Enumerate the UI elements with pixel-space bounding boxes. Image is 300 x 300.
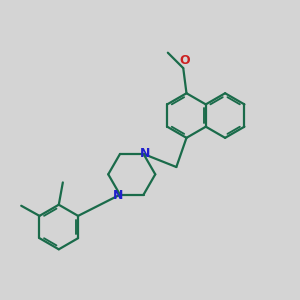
Text: O: O xyxy=(179,54,190,67)
Text: N: N xyxy=(140,147,150,160)
Text: N: N xyxy=(113,189,124,202)
